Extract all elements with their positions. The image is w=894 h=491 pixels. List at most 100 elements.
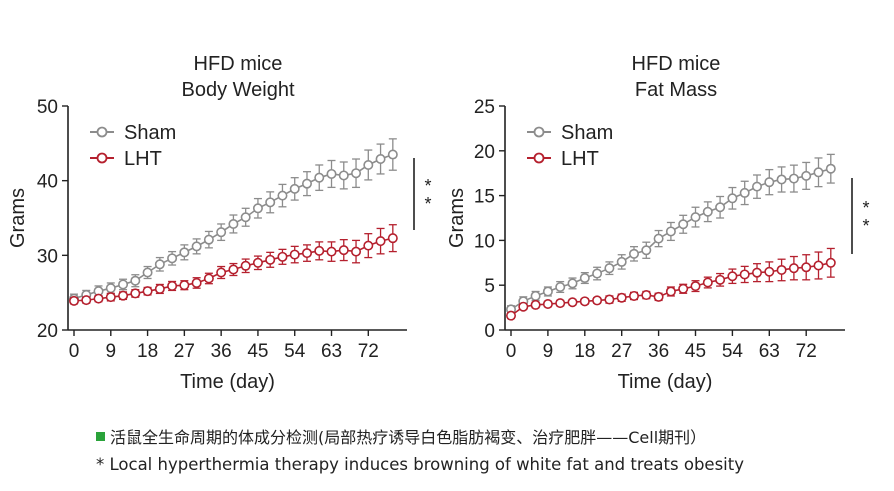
data-point [69, 295, 80, 306]
legend-label: LHT [561, 148, 599, 170]
significance-star: * [862, 198, 869, 218]
x-tick-label: 27 [611, 341, 632, 362]
data-point [118, 290, 129, 301]
data-point [252, 203, 263, 214]
data-point [628, 290, 639, 301]
data-point [801, 170, 812, 181]
data-point [542, 286, 553, 297]
data-point [739, 187, 750, 198]
series-sham [505, 153, 836, 315]
data-point [801, 262, 812, 273]
chart-subtitle: Body Weight [181, 79, 294, 101]
data-point [739, 269, 750, 280]
data-point [751, 181, 762, 192]
x-tick-label: 63 [759, 341, 780, 362]
data-point [788, 173, 799, 184]
chart-title: HFD mice [632, 53, 721, 75]
fat-mass-chart: HFD mice Fat Mass 0 5 10 15 20 25 0 9 18 27 36 45 54 63… [446, 53, 870, 393]
data-point [142, 286, 153, 297]
data-point [228, 218, 239, 229]
x-tick-label: 45 [685, 341, 706, 362]
data-point [813, 167, 824, 178]
data-point [555, 281, 566, 292]
data-point [530, 299, 541, 310]
data-point [825, 257, 836, 268]
data-point [678, 219, 689, 230]
data-point [167, 280, 178, 291]
x-tick-label: 27 [174, 341, 195, 362]
data-point [240, 260, 251, 271]
data-point [338, 245, 349, 256]
legend-marker [533, 126, 545, 138]
y-tick-label: 20 [474, 142, 495, 163]
data-point [130, 288, 141, 299]
data-point [240, 212, 251, 223]
y-tick-label: 30 [37, 246, 58, 267]
data-point [179, 280, 190, 291]
y-tick-label: 25 [474, 97, 495, 118]
x-tick-label: 63 [321, 341, 342, 362]
data-point [105, 292, 116, 303]
data-point [375, 154, 386, 165]
data-point [301, 248, 312, 259]
data-point [604, 263, 615, 274]
y-tick-label: 50 [37, 97, 58, 118]
legend-marker [533, 152, 545, 164]
significance-star: * [424, 176, 431, 196]
data-point [105, 283, 116, 294]
data-point [81, 295, 92, 306]
data-point [179, 247, 190, 258]
x-tick-label: 72 [796, 341, 817, 362]
significance-star: * [424, 194, 431, 214]
data-point [665, 286, 676, 297]
data-point [567, 278, 578, 289]
x-tick-label: 18 [574, 341, 595, 362]
data-point [518, 301, 529, 312]
chart-subtitle: Fat Mass [635, 79, 717, 101]
data-point [690, 281, 701, 292]
data-point [727, 193, 738, 204]
data-point [265, 254, 276, 265]
data-point [191, 277, 202, 288]
caption-english: * Local hyperthermia therapy induces bro… [96, 455, 744, 474]
y-tick-label: 5 [484, 276, 495, 297]
data-point [326, 168, 337, 179]
data-point [289, 249, 300, 260]
data-point [628, 248, 639, 259]
data-point [776, 174, 787, 185]
significance-star: * [862, 216, 869, 236]
data-point [702, 277, 713, 288]
data-point [216, 267, 227, 278]
data-point [813, 260, 824, 271]
data-point [154, 283, 165, 294]
y-axis-label: Grams [7, 188, 29, 248]
data-point [314, 245, 325, 256]
data-point [505, 310, 516, 321]
data-point [788, 263, 799, 274]
data-point [641, 290, 652, 301]
y-tick-label: 40 [37, 172, 58, 193]
legend-label: LHT [124, 148, 162, 170]
data-point [351, 168, 362, 179]
data-point [579, 296, 590, 307]
data-point [130, 275, 141, 286]
data-point [228, 264, 239, 275]
data-point [203, 234, 214, 245]
data-point [555, 298, 566, 309]
series-lht [505, 247, 836, 321]
data-point [653, 291, 664, 302]
x-tick-label: 0 [69, 341, 80, 362]
body-weight-chart: HFD mice Body Weight 20 30 40 50 0 9 18 27 36 45 54 6… [7, 53, 432, 393]
caption-chinese-text: 活鼠全生命周期的体成分检测(局部热疗诱导白色脂肪褐变、治疗肥胖——Cell期刊） [110, 428, 707, 447]
x-axis-label: Time (day) [618, 371, 713, 393]
series-lht [69, 224, 398, 306]
y-tick-label: 15 [474, 187, 495, 208]
data-point [277, 190, 288, 201]
data-point [301, 178, 312, 189]
data-point [702, 206, 713, 217]
data-point [764, 266, 775, 277]
x-tick-label: 45 [247, 341, 268, 362]
x-tick-label: 9 [543, 341, 554, 362]
green-square-bullet-icon [96, 432, 105, 441]
